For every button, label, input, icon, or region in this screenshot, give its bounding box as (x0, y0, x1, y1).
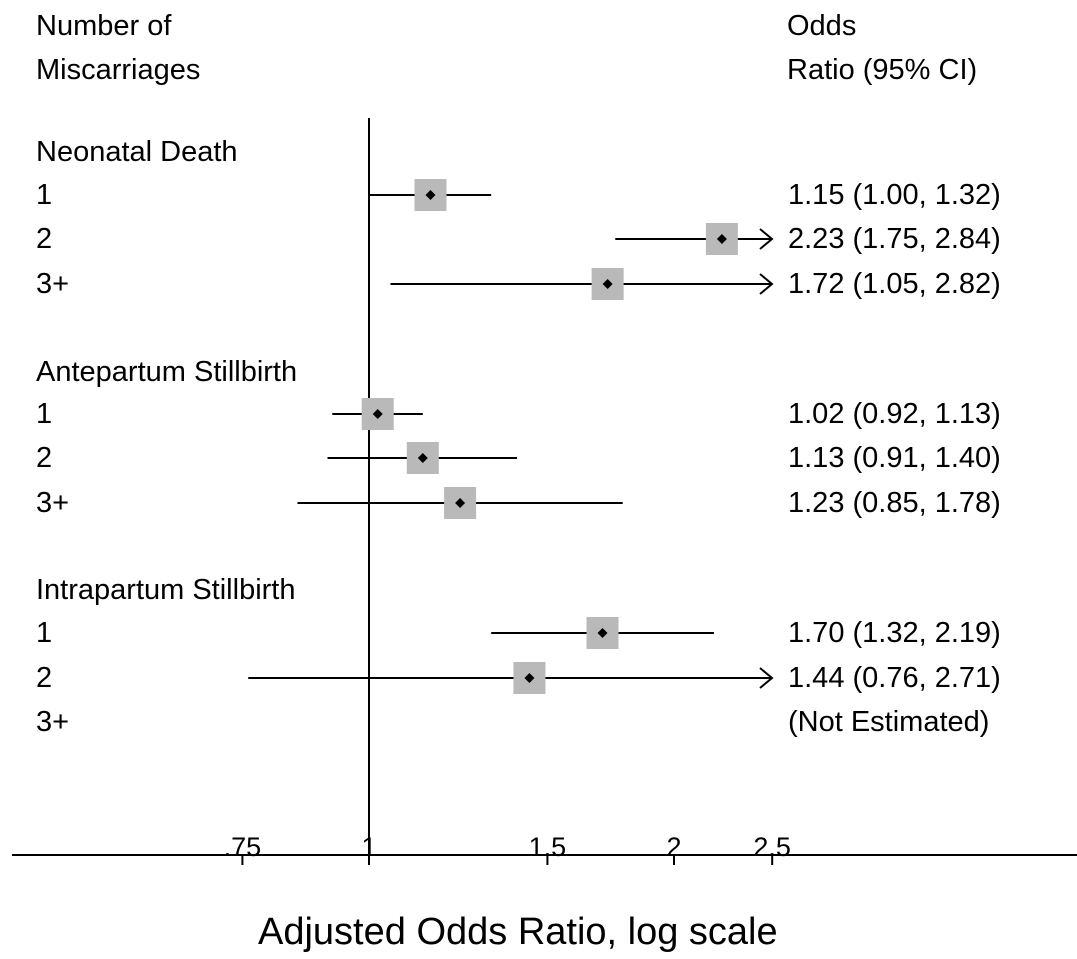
estimate-point (372, 409, 383, 419)
group-header: Neonatal Death (36, 136, 238, 168)
odds-ratio-text: 1.70 (1.32, 2.19) (788, 617, 1001, 649)
odds-ratio-text: 1.15 (1.00, 1.32) (788, 179, 1001, 211)
ci-arrow (759, 228, 774, 250)
row-label: 3+ (36, 706, 70, 738)
x-tick-label: 1.5 (528, 832, 567, 862)
odds-ratio-text: 1.02 (0.92, 1.13) (788, 398, 1001, 430)
x-tick-label: .75 (223, 832, 262, 862)
column-header-miscarriages: Number of Miscarriages (36, 4, 336, 92)
row-label: 1 (36, 617, 53, 649)
x-tick-label: 1 (361, 832, 377, 862)
header-left-line2: Miscarriages (36, 54, 201, 86)
estimate-point (524, 673, 535, 683)
x-tick-label: 2 (666, 832, 682, 862)
header-right-line2: Ratio (95% CI) (787, 54, 978, 86)
odds-ratio-text: (Not Estimated) (788, 706, 990, 738)
ci-arrow (759, 273, 774, 295)
group-header: Antepartum Stillbirth (36, 356, 298, 388)
estimate-point (597, 628, 608, 638)
row-label: 2 (36, 662, 53, 694)
row-label: 1 (36, 398, 53, 430)
odds-ratio-text: 1.72 (1.05, 2.82) (788, 268, 1001, 300)
x-tick-label: 2.5 (753, 832, 791, 862)
group-header: Intrapartum Stillbirth (36, 574, 296, 606)
column-header-odds-ratio: Odds Ratio (95% CI) (787, 4, 1067, 92)
estimate-point (602, 279, 613, 289)
estimate-point (455, 498, 466, 508)
header-right-line1: Odds (787, 10, 857, 42)
odds-ratio-text: 2.23 (1.75, 2.84) (788, 223, 1001, 255)
odds-ratio-text: 1.23 (0.85, 1.78) (788, 487, 1001, 519)
x-axis-title: Adjusted Odds Ratio, log scale (258, 911, 778, 953)
odds-ratio-text: 1.44 (0.76, 2.71) (788, 662, 1001, 694)
estimate-point (716, 234, 727, 244)
row-label: 1 (36, 179, 53, 211)
estimate-point (425, 190, 436, 200)
ci-arrow (759, 667, 774, 689)
header-left-line1: Number of (36, 10, 172, 42)
row-label: 3+ (36, 487, 70, 519)
odds-ratio-text: 1.13 (0.91, 1.40) (788, 442, 1001, 474)
row-label: 3+ (36, 268, 70, 300)
row-label: 2 (36, 223, 53, 255)
estimate-point (417, 453, 428, 463)
row-label: 2 (36, 442, 53, 474)
